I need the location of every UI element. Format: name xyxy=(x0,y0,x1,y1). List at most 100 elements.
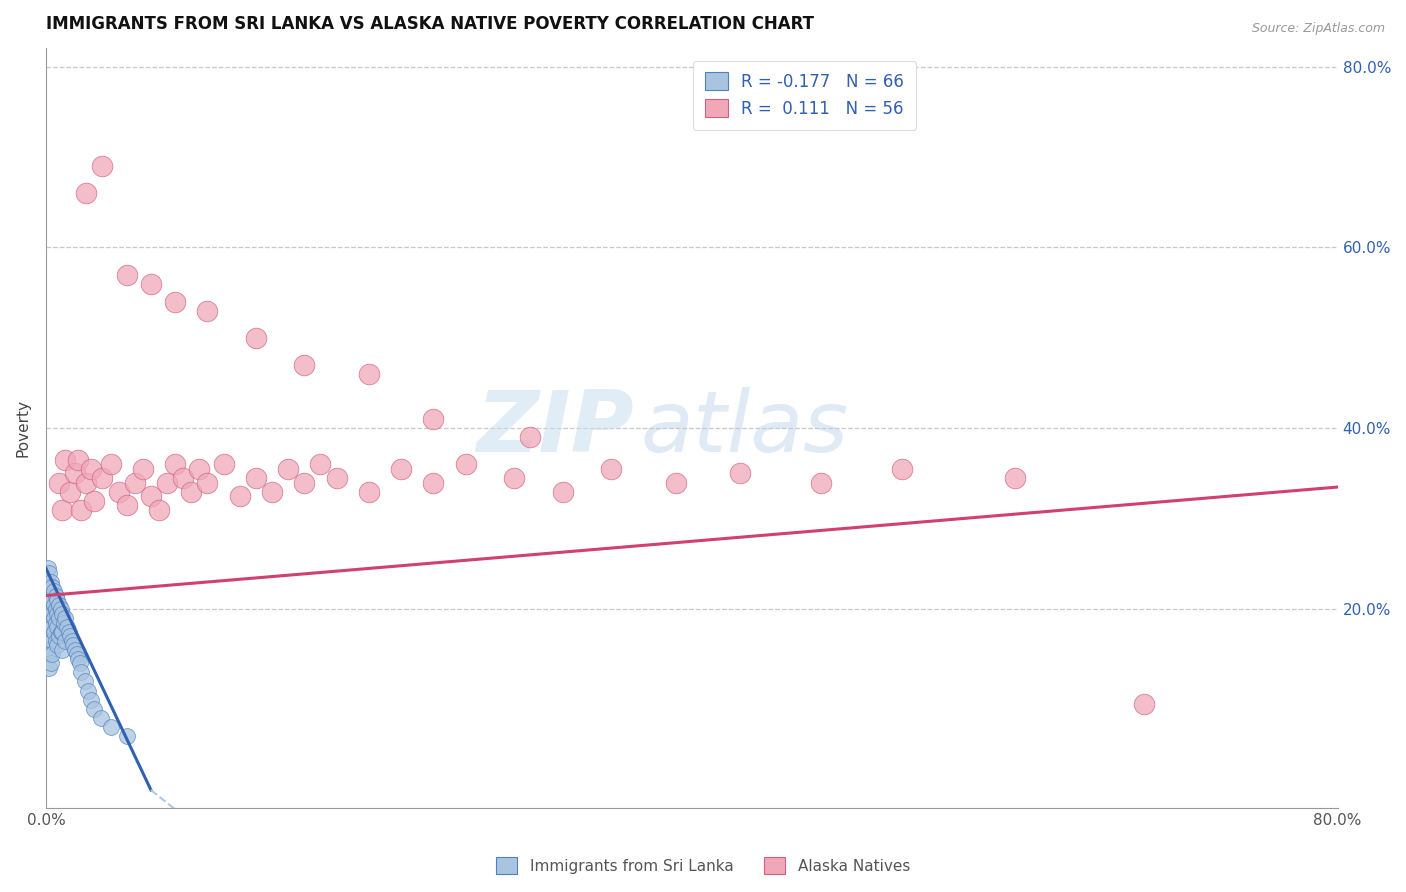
Point xyxy=(53,611,76,625)
Point xyxy=(48,598,70,612)
Point xyxy=(67,652,90,666)
Point xyxy=(519,430,541,444)
Point xyxy=(83,701,105,715)
Point xyxy=(292,358,315,372)
Point xyxy=(165,294,187,309)
Point xyxy=(38,661,60,675)
Point xyxy=(42,598,65,612)
Point xyxy=(148,502,170,516)
Point xyxy=(38,633,60,648)
Point xyxy=(325,471,347,485)
Point xyxy=(503,471,526,485)
Point xyxy=(91,159,114,173)
Point xyxy=(75,475,97,490)
Point xyxy=(37,561,59,575)
Point xyxy=(38,648,60,662)
Point xyxy=(41,580,63,594)
Point xyxy=(357,484,380,499)
Point xyxy=(46,638,69,652)
Text: atlas: atlas xyxy=(640,387,848,470)
Point xyxy=(62,638,84,652)
Point xyxy=(260,484,283,499)
Point xyxy=(80,462,103,476)
Point xyxy=(156,475,179,490)
Point xyxy=(42,611,65,625)
Point xyxy=(41,593,63,607)
Point xyxy=(292,475,315,490)
Point xyxy=(41,648,63,662)
Point xyxy=(49,602,72,616)
Point xyxy=(56,620,79,634)
Point xyxy=(77,683,100,698)
Text: Source: ZipAtlas.com: Source: ZipAtlas.com xyxy=(1251,22,1385,36)
Text: ZIP: ZIP xyxy=(477,387,634,470)
Point xyxy=(245,331,267,345)
Point xyxy=(90,711,112,725)
Y-axis label: Poverty: Poverty xyxy=(15,400,30,458)
Point xyxy=(75,186,97,201)
Point xyxy=(48,629,70,643)
Point xyxy=(309,458,332,472)
Point xyxy=(39,615,62,630)
Point xyxy=(63,467,86,481)
Point xyxy=(63,642,86,657)
Point xyxy=(38,566,60,580)
Point xyxy=(100,720,122,734)
Point xyxy=(551,484,574,499)
Point xyxy=(46,593,69,607)
Point xyxy=(1133,697,1156,711)
Point xyxy=(80,692,103,706)
Point xyxy=(197,303,219,318)
Point xyxy=(38,593,60,607)
Point xyxy=(91,471,114,485)
Text: IMMIGRANTS FROM SRI LANKA VS ALASKA NATIVE POVERTY CORRELATION CHART: IMMIGRANTS FROM SRI LANKA VS ALASKA NATI… xyxy=(46,15,814,33)
Point xyxy=(357,367,380,381)
Point xyxy=(277,462,299,476)
Point xyxy=(38,620,60,634)
Point xyxy=(39,574,62,589)
Point xyxy=(139,489,162,503)
Point xyxy=(46,620,69,634)
Point xyxy=(389,462,412,476)
Point xyxy=(245,471,267,485)
Point xyxy=(66,648,89,662)
Point xyxy=(42,624,65,639)
Point xyxy=(37,611,59,625)
Point xyxy=(41,607,63,621)
Point xyxy=(58,624,80,639)
Point xyxy=(53,453,76,467)
Point xyxy=(48,611,70,625)
Legend: Immigrants from Sri Lanka, Alaska Natives: Immigrants from Sri Lanka, Alaska Native… xyxy=(489,851,917,880)
Point xyxy=(52,615,75,630)
Point xyxy=(51,624,73,639)
Point xyxy=(39,657,62,671)
Point xyxy=(165,458,187,472)
Point xyxy=(53,633,76,648)
Point xyxy=(39,642,62,657)
Point xyxy=(124,475,146,490)
Point xyxy=(37,584,59,599)
Point xyxy=(422,475,444,490)
Point xyxy=(42,584,65,599)
Point xyxy=(454,458,477,472)
Point xyxy=(665,475,688,490)
Point xyxy=(67,453,90,467)
Point xyxy=(70,665,93,680)
Point xyxy=(45,589,67,603)
Point xyxy=(172,471,194,485)
Point xyxy=(728,467,751,481)
Point xyxy=(45,602,67,616)
Point xyxy=(890,462,912,476)
Point xyxy=(59,629,82,643)
Point xyxy=(46,607,69,621)
Point xyxy=(51,502,73,516)
Point xyxy=(38,607,60,621)
Point xyxy=(228,489,250,503)
Point xyxy=(70,502,93,516)
Point xyxy=(810,475,832,490)
Point xyxy=(39,629,62,643)
Point xyxy=(51,642,73,657)
Point xyxy=(115,268,138,282)
Point xyxy=(180,484,202,499)
Point xyxy=(49,624,72,639)
